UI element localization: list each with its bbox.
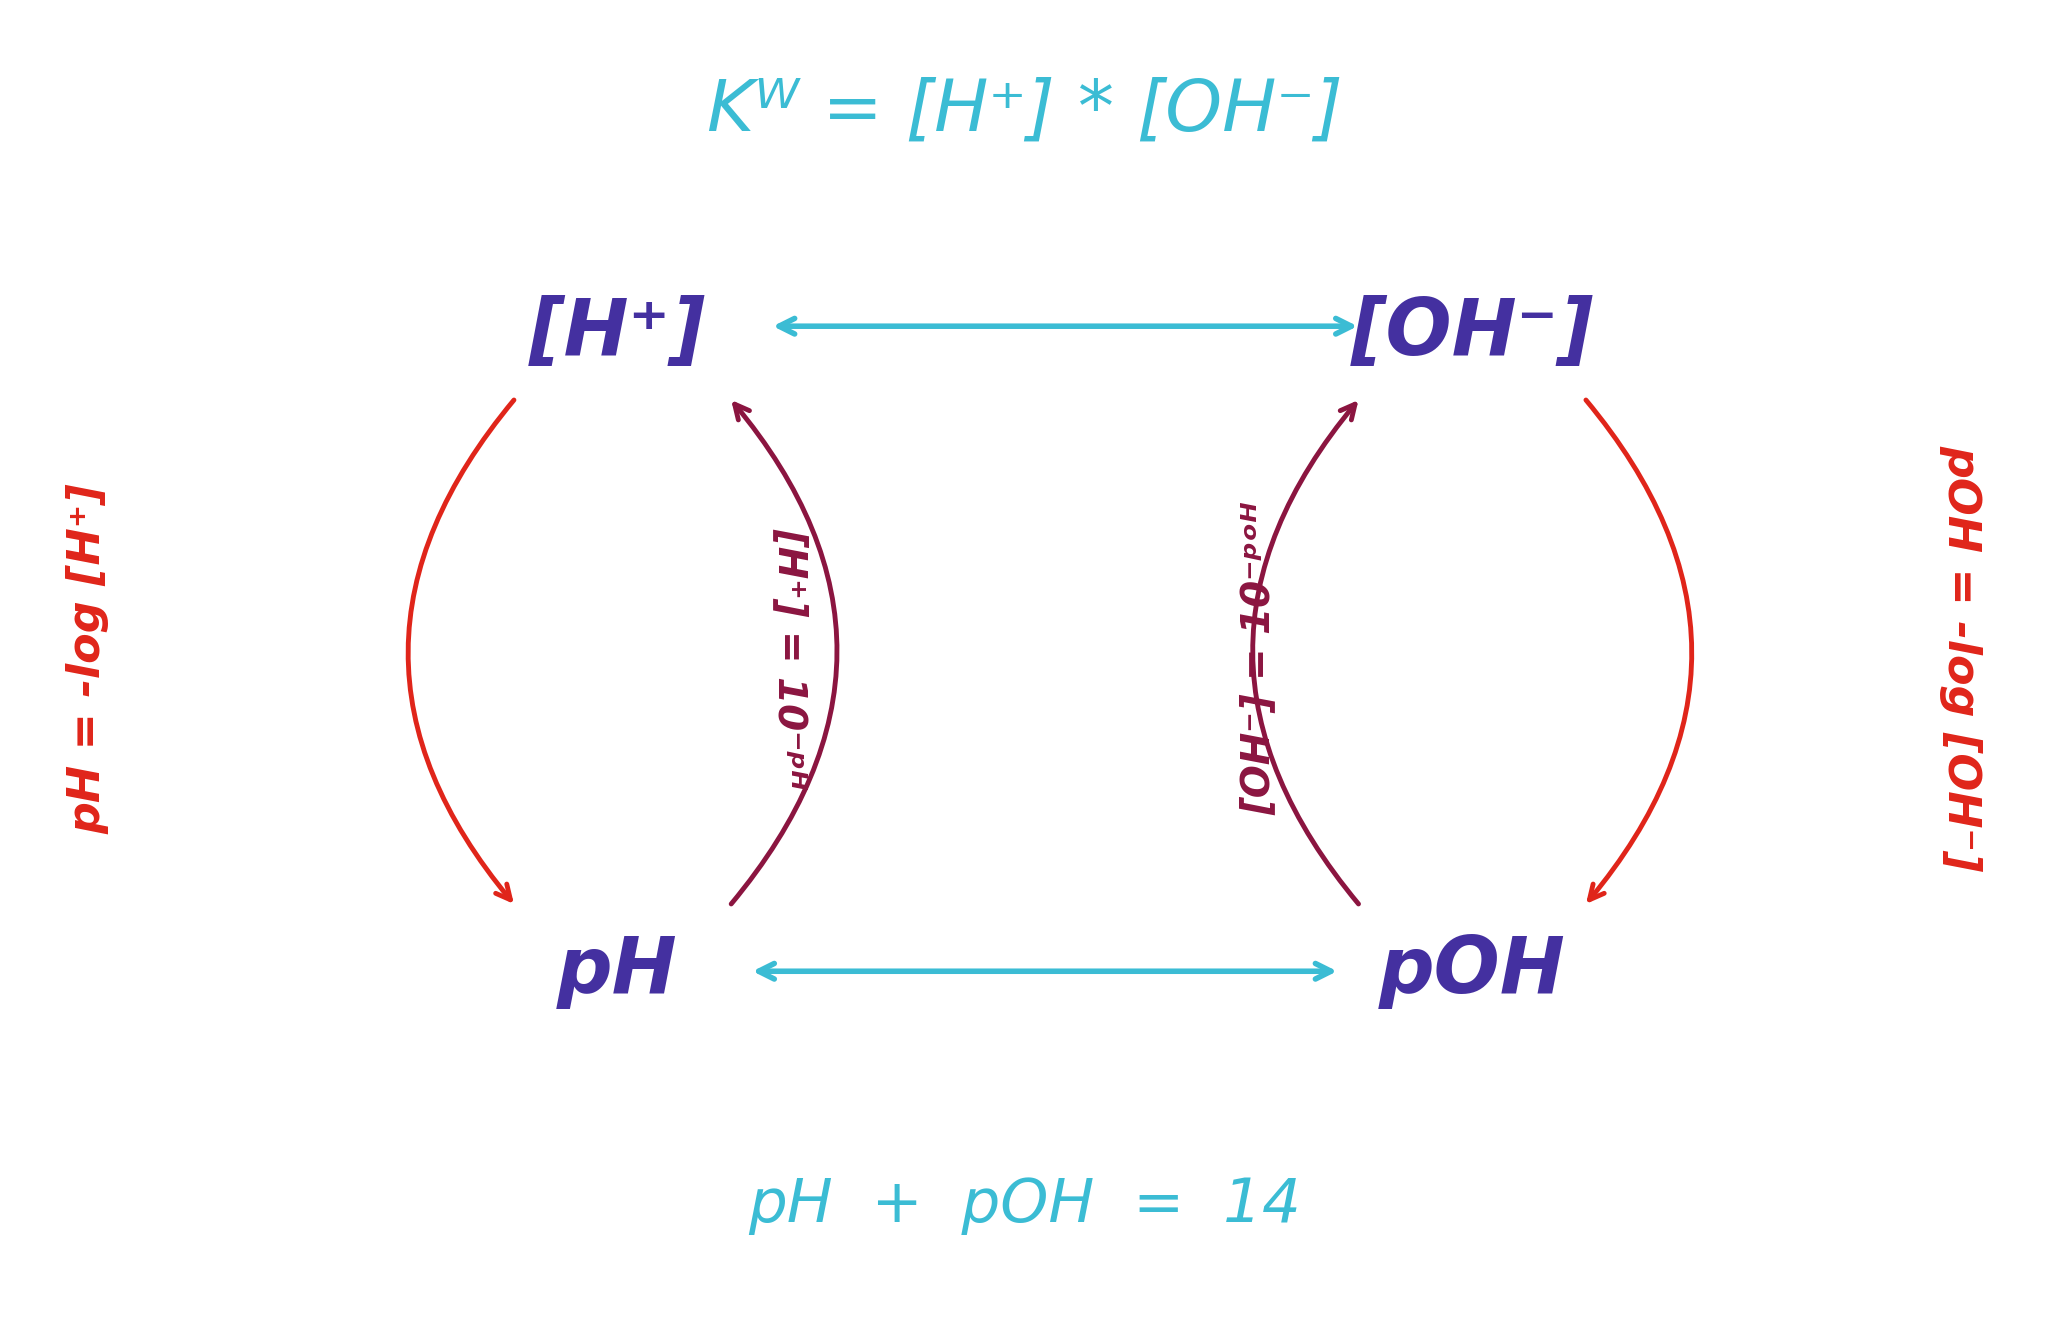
Text: [H⁺] = 10⁻ᵖᴴ: [H⁺] = 10⁻ᵖᴴ [772,528,809,789]
Text: pOH: pOH [1379,934,1565,1009]
Text: [OH⁻] = 10⁻ᵖᵒᴴ: [OH⁻] = 10⁻ᵖᵒᴴ [1240,502,1277,815]
Text: Kᵂ = [H⁺] * [OH⁻]: Kᵂ = [H⁺] * [OH⁻] [707,76,1342,146]
Text: pH = -log [H⁺]: pH = -log [H⁺] [68,483,111,834]
Text: pH: pH [557,934,678,1009]
Text: pOH = -log [OH⁻]: pOH = -log [OH⁻] [1938,445,1981,872]
Text: pH  +  pOH  =  14: pH + pOH = 14 [748,1176,1301,1235]
Text: [OH⁻]: [OH⁻] [1350,295,1594,370]
Text: [H⁺]: [H⁺] [529,295,707,370]
